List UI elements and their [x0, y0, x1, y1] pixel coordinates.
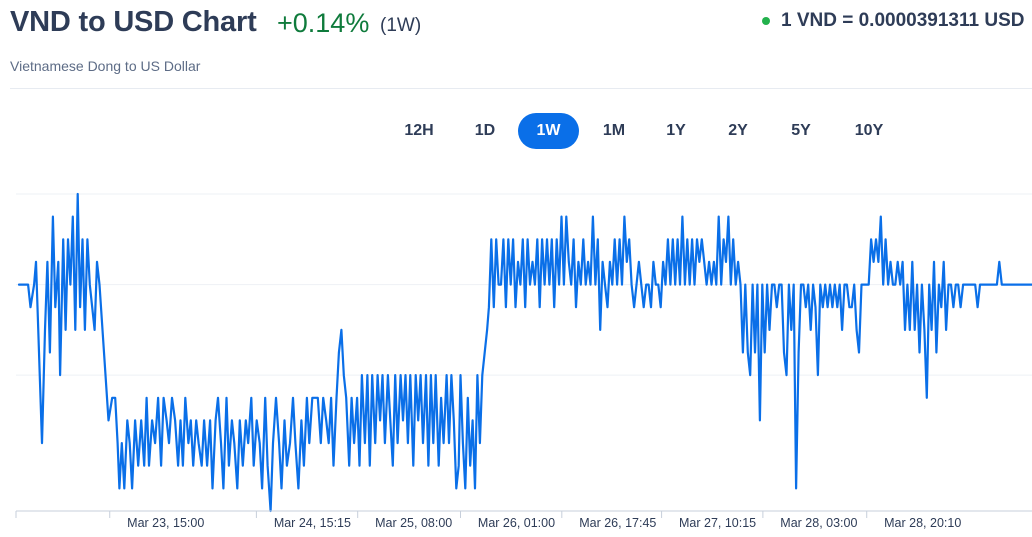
- range-button-1d[interactable]: 1D: [474, 122, 496, 139]
- x-tick-label: Mar 27, 10:15: [679, 516, 756, 530]
- x-tick-label: Mar 28, 03:00: [780, 516, 857, 530]
- x-tick-label: Mar 25, 08:00: [375, 516, 452, 530]
- x-axis-ticks: Mar 23, 15:00 Mar 24, 15:15 Mar 25, 08:00 M…: [15, 511, 961, 530]
- x-tick-label: Mar 26, 17:45: [579, 516, 656, 530]
- page-title: VND to USD Chart: [10, 6, 257, 38]
- live-dot-icon: [762, 17, 770, 25]
- x-tick-label: Mar 23, 15:00: [127, 516, 204, 530]
- header-divider: [10, 88, 1032, 89]
- time-range-selector: 12H 1D 1W 1M 1Y 2Y 5Y 10Y: [0, 113, 1032, 151]
- percent-change: +0.14%: [277, 8, 370, 38]
- range-button-1m[interactable]: 1M: [602, 122, 626, 139]
- current-rate: 1 VND = 0.0000391311 USD: [781, 10, 1025, 31]
- range-button-1y[interactable]: 1Y: [666, 122, 686, 139]
- range-button-5y[interactable]: 5Y: [791, 122, 811, 139]
- x-tick-label: Mar 24, 15:15: [274, 516, 351, 530]
- range-button-12h[interactable]: 12H: [404, 122, 434, 139]
- x-tick-label: Mar 28, 20:10: [884, 516, 961, 530]
- chart-header: VND to USD Chart +0.14% (1W) Vietnamese …: [0, 0, 1032, 90]
- range-button-2y[interactable]: 2Y: [728, 122, 748, 139]
- currency-pair-subtitle: Vietnamese Dong to US Dollar: [10, 58, 201, 74]
- range-button-10y[interactable]: 10Y: [854, 122, 884, 139]
- range-button-1w[interactable]: 1W: [518, 113, 579, 149]
- rate-line-chart[interactable]: Mar 23, 15:00 Mar 24, 15:15 Mar 25, 08:00 M…: [0, 180, 1032, 537]
- series-line: [17, 192, 1032, 513]
- change-period: (1W): [380, 15, 422, 36]
- x-tick-label: Mar 26, 01:00: [478, 516, 555, 530]
